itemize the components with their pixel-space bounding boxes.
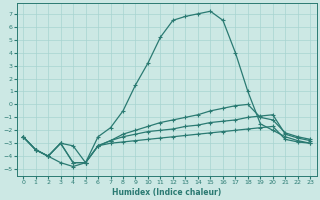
X-axis label: Humidex (Indice chaleur): Humidex (Indice chaleur)	[112, 188, 221, 197]
